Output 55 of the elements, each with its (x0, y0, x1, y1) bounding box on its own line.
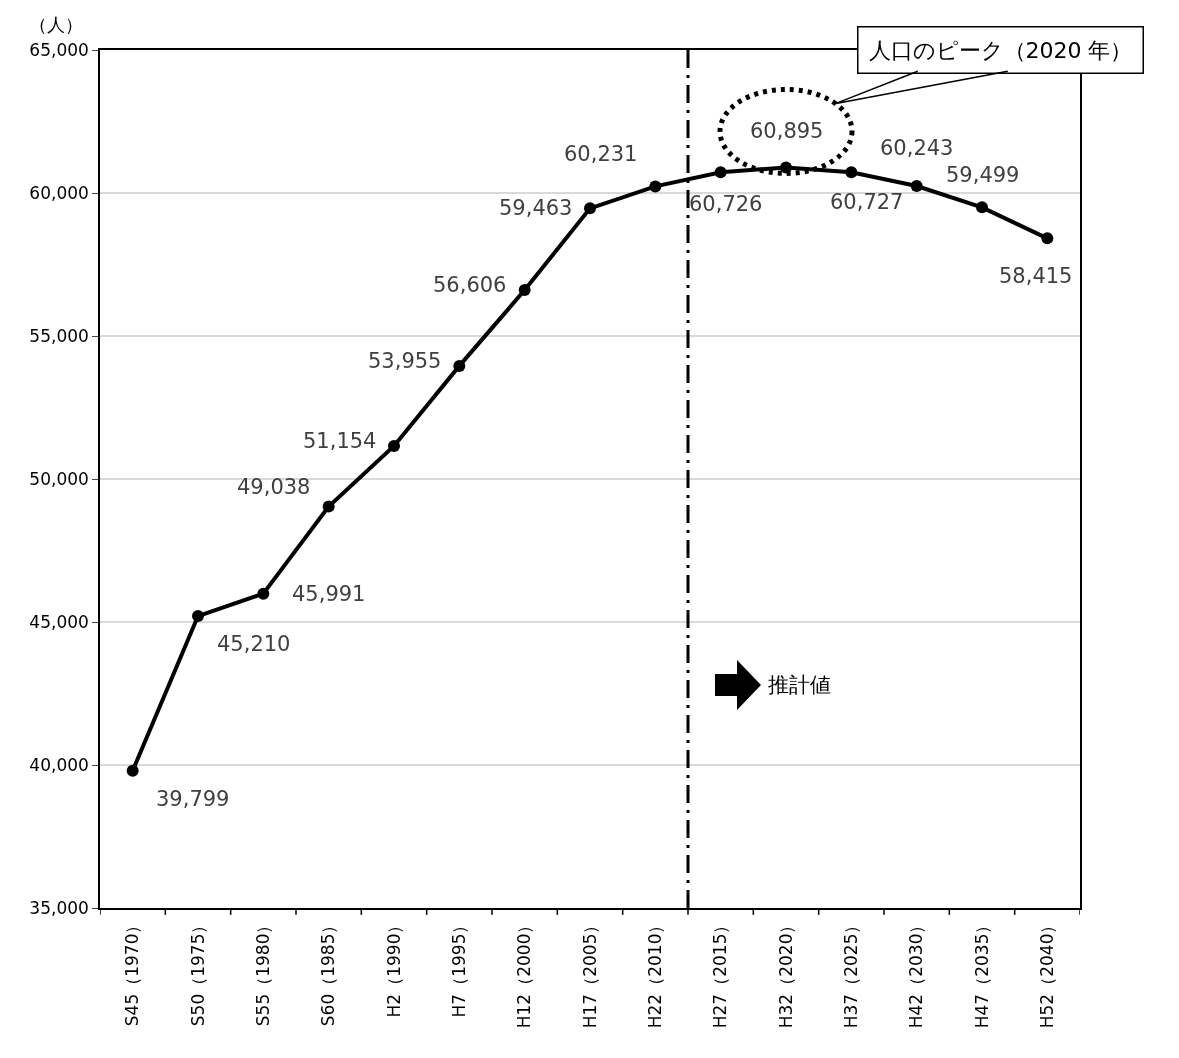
point (518, 284, 531, 297)
y-axis-title: （人） (29, 14, 83, 35)
point (257, 587, 270, 600)
data-label: 60,231 (564, 142, 638, 166)
point (714, 166, 727, 179)
point (976, 201, 988, 214)
point (453, 359, 466, 372)
data-label: 60,895 (750, 119, 824, 143)
x-tick-label: H42（2030） (906, 916, 927, 1029)
y-tick-label: 60,000 (29, 182, 89, 203)
data-label: 53,955 (368, 349, 442, 373)
point (322, 500, 335, 513)
x-tick-label: S45（1970） (122, 916, 143, 1027)
data-label: 56,606 (433, 273, 507, 297)
point (845, 166, 858, 179)
x-tick-label: H37（2025） (840, 916, 861, 1029)
point (584, 202, 596, 215)
x-tick-label: H2（1990） (383, 916, 404, 1018)
data-label: 59,499 (946, 163, 1020, 187)
point (388, 440, 400, 452)
point (192, 609, 204, 622)
x-tick-label: H27（2015） (710, 916, 731, 1029)
x-tick-label: H52（2040） (1036, 916, 1057, 1029)
x-tick-label: S60（1985） (318, 916, 339, 1027)
point (126, 764, 139, 777)
y-tick-label: 35,000 (29, 897, 89, 918)
y-tick-label: 45,000 (29, 611, 89, 632)
data-label: 59,463 (499, 196, 573, 220)
x-tick-label: H47（2035） (971, 916, 992, 1029)
x-tick-label: H12（2000） (514, 916, 535, 1029)
y-tick-label: 65,000 (29, 39, 89, 60)
point (1041, 232, 1054, 245)
data-label: 45,991 (292, 582, 366, 606)
data-label: 39,799 (156, 787, 230, 811)
x-tick-label: S55（1980） (252, 916, 273, 1027)
point (910, 180, 923, 193)
data-label: 60,726 (689, 192, 763, 216)
data-label: 60,243 (880, 136, 954, 160)
data-label: 60,727 (830, 190, 904, 214)
data-label: 45,210 (217, 632, 291, 656)
annotation: 人口のピーク（2020 年） (868, 37, 1133, 63)
data-label: 58,415 (999, 264, 1073, 288)
x-tick-label: S50（1975） (187, 916, 208, 1027)
data-label: 51,154 (303, 429, 377, 453)
point (649, 180, 662, 193)
y-tick-label: 40,000 (29, 754, 89, 775)
x-tick-label: H7（1995） (448, 916, 469, 1018)
data-label: 49,038 (237, 475, 311, 499)
y-tick-label: 50,000 (29, 468, 89, 489)
x-tick-label: H17（2005） (579, 916, 600, 1029)
y-tick-label: 55,000 (29, 325, 89, 346)
point (780, 161, 792, 174)
x-tick-label: H32（2020） (775, 916, 796, 1029)
x-tick-label: H22（2010） (644, 916, 665, 1029)
annotation: 推計値 (768, 673, 831, 697)
